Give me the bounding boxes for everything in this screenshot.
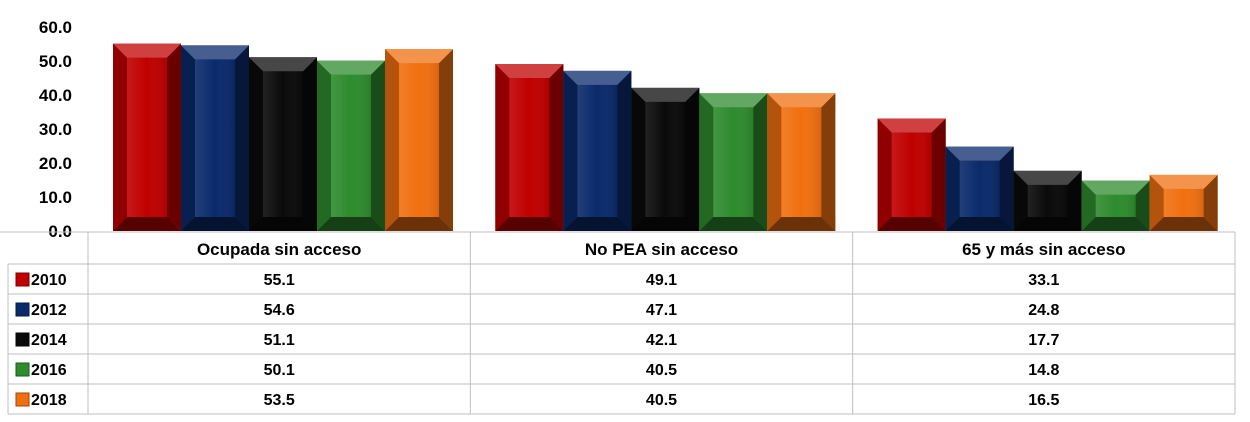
legend-label: 2018 <box>31 392 67 409</box>
bar-2012-1 <box>563 70 632 231</box>
y-tick-label: 10.0 <box>39 188 72 207</box>
legend-swatch-2018 <box>15 392 30 407</box>
legend-label: 2012 <box>31 302 67 319</box>
category-label: Ocupada sin acceso <box>197 240 361 259</box>
legend-swatch-2012 <box>15 302 30 317</box>
bar-2012-0 <box>181 45 249 231</box>
y-tick-label: 30.0 <box>39 120 72 139</box>
category-label: 65 y más sin acceso <box>962 240 1126 259</box>
data-label: 16.5 <box>1028 392 1059 409</box>
y-tick-label: 40.0 <box>39 86 72 105</box>
y-tick-label: 60.0 <box>39 18 72 37</box>
data-label: 49.1 <box>646 272 677 289</box>
data-label: 53.5 <box>264 392 295 409</box>
data-label: 40.5 <box>646 392 677 409</box>
data-label: 14.8 <box>1028 362 1059 379</box>
category-label: No PEA sin acceso <box>585 240 738 259</box>
bar-2010-1 <box>495 64 564 231</box>
bar-2014-1 <box>631 87 700 231</box>
bar-2018-0 <box>385 49 453 231</box>
data-label: 40.5 <box>646 362 677 379</box>
legend-swatch-2016 <box>15 362 30 377</box>
data-label: 55.1 <box>264 272 295 289</box>
data-label: 50.1 <box>264 362 295 379</box>
legend-swatch-2010 <box>15 272 30 287</box>
y-tick-label: 20.0 <box>39 154 72 173</box>
legend-label: 2010 <box>31 272 67 289</box>
legend-swatch-2014 <box>15 332 30 347</box>
bar-2010-0 <box>113 43 181 231</box>
legend-label: 2014 <box>31 332 67 349</box>
y-tick-label: 50.0 <box>39 52 72 71</box>
bar-2016-1 <box>699 93 768 231</box>
data-table: Ocupada sin acceso No PEA sin acceso 65 y … <box>0 231 1236 415</box>
data-label: 24.8 <box>1028 302 1059 319</box>
bar-2018-1 <box>767 93 836 231</box>
bar-2010-2 <box>877 118 946 231</box>
bar-2016-2 <box>1081 180 1150 231</box>
bar-2016-0 <box>317 60 385 231</box>
data-label: 51.1 <box>264 332 295 349</box>
bars-group <box>113 43 1218 232</box>
bar-2018-2 <box>1149 174 1218 231</box>
data-label: 33.1 <box>1028 272 1059 289</box>
data-label: 17.7 <box>1028 332 1059 349</box>
legend-label: 2016 <box>31 362 67 379</box>
bar-2012-2 <box>945 146 1014 231</box>
data-label: 42.1 <box>646 332 677 349</box>
data-label: 47.1 <box>646 302 677 319</box>
y-axis: 0.010.020.030.040.050.060.0 <box>39 18 72 241</box>
bar-2014-0 <box>249 57 317 232</box>
data-label: 54.6 <box>264 302 295 319</box>
bar-2014-2 <box>1013 170 1082 231</box>
